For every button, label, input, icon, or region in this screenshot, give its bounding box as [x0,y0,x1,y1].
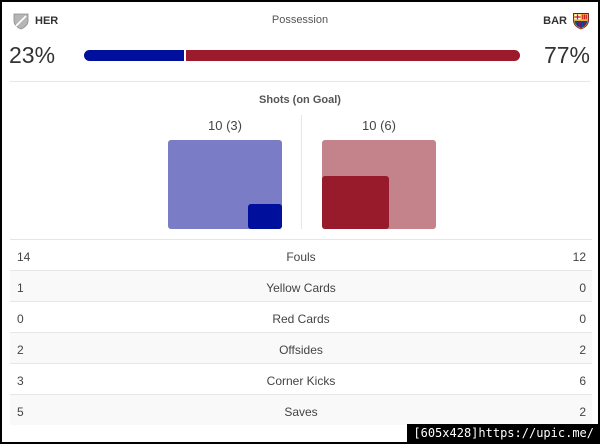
possession-bar-away [186,50,520,61]
stat-away-value: 0 [579,281,586,295]
watermark: [605x428]https://upic.me/ [407,424,598,442]
stat-away-value: 6 [579,374,586,388]
home-shots-label: 10 (3) [208,118,242,133]
away-shots-label: 10 (6) [362,118,396,133]
stat-label: Yellow Cards [266,281,336,295]
away-shots-box [322,140,436,229]
away-shots-on-goal-box [322,176,389,229]
stat-home-value: 14 [17,250,31,264]
stat-label: Corner Kicks [266,374,336,388]
home-shots-box [168,140,282,229]
stat-home-value: 5 [17,405,24,419]
stat-away-value: 2 [579,343,586,357]
stat-home-value: 0 [17,312,24,326]
shield-icon [13,13,29,30]
stat-home-value: 3 [17,374,24,388]
stat-row: 0 Red Cards 0 [10,301,592,332]
stat-row: 3 Corner Kicks 6 [10,363,592,394]
stat-away-value: 12 [572,250,586,264]
possession-bar-gap [184,50,186,61]
away-possession-percent: 77% [543,42,590,68]
stat-row: 5 Saves 2 [10,394,592,425]
stat-label: Red Cards [272,312,330,326]
barcelona-crest-icon [573,13,589,30]
stat-row: 14 Fouls 12 [10,239,592,270]
home-shots-on-goal-box [248,204,282,229]
stat-away-value: 2 [579,405,586,419]
divider [10,81,590,82]
stat-row: 1 Yellow Cards 0 [10,270,592,301]
away-team-abbr: BAR [543,15,567,27]
stat-away-value: 0 [579,312,586,326]
possession-title: Possession [271,14,329,26]
away-team[interactable]: BAR [543,11,590,31]
stat-row: 2 Offsides 2 [10,332,592,363]
stat-label: Saves [284,405,318,419]
shots-title: Shots (on Goal) [259,94,341,106]
home-possession-percent: 23% [9,42,56,68]
home-team-abbr: HER [35,15,59,27]
possession-bar [84,50,520,61]
stats-table: 14 Fouls 12 1 Yellow Cards 0 0 Red Cards 0 2 Offsi… [10,239,592,425]
possession-bar-home [84,50,184,61]
stat-home-value: 1 [17,281,24,295]
stat-label: Offsides [279,343,323,357]
shots-divider [301,115,302,229]
stat-home-value: 2 [17,343,24,357]
home-team[interactable]: HER [12,11,58,31]
stat-label: Fouls [286,250,316,264]
